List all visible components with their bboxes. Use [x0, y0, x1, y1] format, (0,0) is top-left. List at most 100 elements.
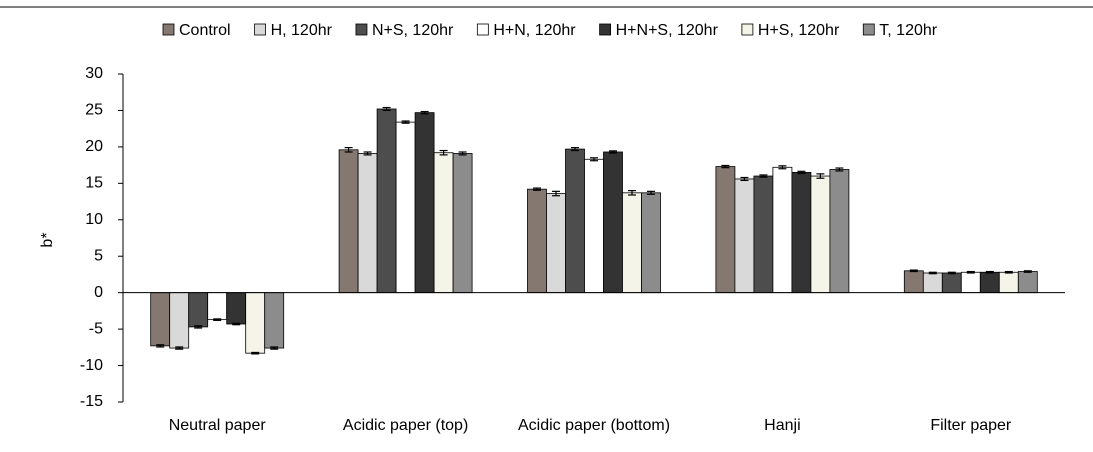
bar: [357, 153, 378, 294]
error-bar: [175, 346, 184, 350]
bar: [810, 175, 831, 294]
error-bar: [382, 106, 391, 112]
y-axis-label: b*: [39, 232, 56, 247]
error-bar: [778, 165, 787, 170]
bar: [734, 178, 755, 294]
bar: [527, 188, 547, 294]
bar: [791, 171, 812, 294]
bar: [245, 292, 266, 354]
error-bar: [985, 270, 994, 274]
error-bar: [552, 190, 560, 197]
bar: [772, 166, 793, 294]
bar: [1017, 271, 1038, 294]
y-tick-label: 15: [85, 175, 103, 192]
y-tick-label: -5: [89, 320, 103, 337]
error-bar: [571, 147, 579, 152]
error-bar: [816, 173, 825, 179]
y-tick-label: -10: [80, 357, 103, 374]
y-tick-label: 30: [85, 65, 103, 82]
error-bar: [420, 110, 429, 115]
bar: [603, 151, 623, 294]
error-bar: [251, 351, 260, 355]
error-bar: [1023, 270, 1032, 273]
error-bar: [797, 170, 806, 175]
bar: [960, 271, 981, 294]
error-bar: [156, 344, 165, 348]
bar: [565, 148, 585, 294]
bar: [715, 166, 736, 294]
bar: [264, 292, 285, 349]
x-tick-label: Neutral paper: [169, 417, 267, 434]
bar: [998, 271, 1019, 294]
legend-swatch: [599, 23, 612, 36]
bar: [150, 292, 171, 347]
bar: [188, 292, 209, 328]
legend-swatch: [355, 23, 368, 36]
bar: [376, 108, 397, 294]
legend-label: H+S, 120hr: [758, 22, 840, 39]
error-bar: [947, 271, 956, 275]
error-bar: [270, 346, 279, 350]
legend-swatch: [162, 23, 175, 36]
x-tick-label: Hanji: [764, 417, 800, 434]
bar: [753, 175, 774, 294]
bar: [922, 272, 943, 294]
bar: [941, 272, 962, 294]
error-bar: [759, 174, 768, 178]
error-bar: [966, 270, 975, 274]
error-bar: [458, 151, 467, 156]
bar: [395, 121, 416, 294]
legend-label: H+N+S, 120hr: [616, 22, 719, 39]
error-bar: [628, 190, 636, 196]
error-bar: [533, 187, 541, 191]
y-tick-label: 25: [85, 102, 103, 119]
error-bar: [647, 190, 655, 195]
legend-swatch: [741, 23, 754, 36]
y-tick-label: -15: [80, 393, 103, 410]
bar: [829, 169, 850, 294]
x-tick-label: Acidic paper (top): [343, 417, 468, 434]
bar: [546, 193, 566, 294]
y-tick-label: 10: [85, 211, 103, 228]
error-bar: [721, 164, 730, 169]
error-bar: [609, 150, 617, 154]
error-bar: [909, 269, 918, 273]
y-tick-label: 20: [85, 138, 103, 155]
bar: [169, 292, 190, 349]
error-bar: [401, 120, 410, 124]
error-bar: [344, 147, 353, 153]
legend-label: H, 120hr: [271, 22, 333, 39]
bar: [641, 192, 661, 294]
error-bar: [213, 318, 222, 321]
x-tick-label: Acidic paper (bottom): [518, 417, 670, 434]
bar: [622, 192, 642, 294]
y-tick-label: 5: [94, 247, 103, 264]
legend-label: Control: [179, 22, 231, 39]
error-bar: [439, 149, 448, 156]
bar: [452, 153, 473, 294]
x-tick-label: Filter paper: [930, 417, 1012, 434]
legend-label: N+S, 120hr: [372, 22, 454, 39]
error-bar: [194, 325, 203, 329]
y-tick-label: 0: [94, 284, 103, 301]
error-bar: [928, 271, 937, 275]
bar: [584, 158, 604, 294]
error-bar: [590, 157, 598, 162]
bar: [903, 270, 924, 294]
error-bar: [835, 167, 844, 172]
error-bar: [740, 176, 749, 182]
bar: [414, 112, 435, 294]
legend-swatch: [254, 23, 266, 36]
bar: [207, 292, 228, 321]
bar: [226, 292, 247, 325]
legend-swatch: [862, 23, 875, 36]
bar: [979, 271, 1000, 294]
legend-label: H+N, 120hr: [493, 22, 576, 39]
error-bar: [232, 322, 241, 326]
legend-label: T, 120hr: [879, 22, 937, 39]
error-bar: [1004, 270, 1013, 274]
bar: [433, 152, 454, 294]
legend-swatch: [476, 23, 489, 36]
bar: [338, 149, 359, 294]
